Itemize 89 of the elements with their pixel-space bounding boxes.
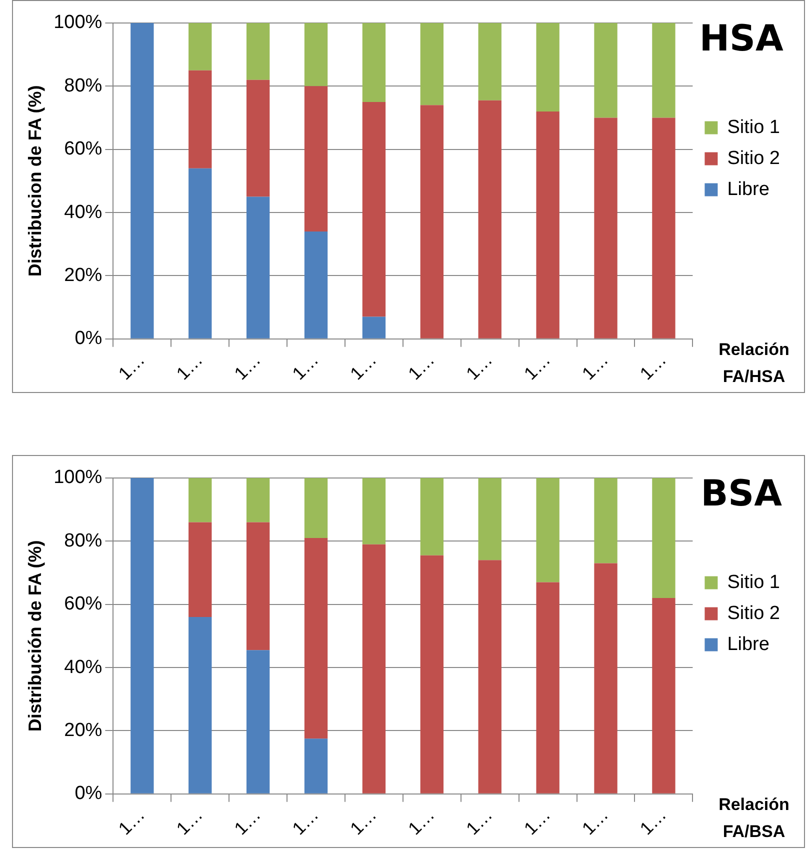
y-tick-label: 100% [54,467,102,488]
legend-label: Sitio 2 [727,602,780,624]
x-tick-label: 1… [288,804,322,839]
bar [304,538,328,739]
bar [188,478,212,522]
bar [420,555,444,794]
legend-label: Sitio 1 [727,572,780,593]
y-tick-label: 100% [54,12,102,34]
bar [188,23,212,70]
legend-title: BSA [700,473,782,514]
x-tick-label: 1… [404,804,438,839]
x-tick-label: 1… [462,804,496,839]
bar [420,105,444,338]
x-tick-label: 1… [636,350,670,384]
bar [478,560,502,794]
bar [536,23,560,112]
x-tick-label: 1… [230,350,264,384]
legend-label: Libre [727,178,770,200]
bar [246,650,270,794]
bar [420,23,444,106]
x-tick-label: 1… [114,350,149,384]
bar [246,522,270,650]
x-tick-label: 1… [636,804,670,839]
bar [246,23,270,80]
bar [304,86,328,232]
bar [594,23,618,118]
x-tick-label: 1… [114,804,149,839]
bar [130,478,154,794]
y-tick-label: 0% [74,328,102,350]
y-tick-label: 20% [64,720,102,741]
bar [304,478,328,538]
bar [246,478,270,522]
bar [304,23,328,86]
bar [536,478,560,582]
bar [188,70,212,168]
x-tick-label: 1… [462,350,496,384]
y-tick-label: 20% [64,264,102,286]
legend-label: Libre [727,634,770,655]
y-tick-label: 60% [64,138,102,160]
y-tick-label: 40% [64,656,102,678]
bar [362,316,386,338]
y-tick-label: 60% [64,594,102,615]
bar [188,522,212,618]
bar [304,232,328,338]
bar [420,478,444,556]
x-tick-label: 1… [578,804,612,839]
y-tick-label: 0% [74,783,102,804]
x-tick-label: 1… [172,804,206,839]
bar [362,102,386,317]
x-axis-title: Relación FA/BSA [718,794,790,843]
legend-label: Sitio 1 [727,116,780,138]
x-tick-label: 1… [230,804,264,839]
legend-label: Sitio 2 [727,148,780,169]
bar [362,478,386,544]
bar [536,111,560,338]
legend-title: HSA [699,18,784,60]
x-tick-label: 1… [520,350,554,384]
bar [304,738,328,794]
bar [478,478,502,560]
bar [362,544,386,794]
bar [130,23,154,338]
x-tick-label: 1… [346,804,380,839]
y-tick-label: 80% [64,75,102,96]
x-tick-label: 1… [520,804,554,839]
x-tick-label: 1… [346,350,380,384]
bar [188,617,212,794]
bar [536,582,560,794]
y-tick-label: 80% [64,530,102,552]
bar [362,23,386,102]
bar [478,23,502,100]
bar [188,168,212,338]
bar [246,196,270,338]
bar [594,563,618,794]
bar [652,598,676,794]
x-axis-title: Relación FA/HSA [718,339,790,388]
bar [652,23,676,118]
bar [594,478,618,564]
y-axis-title: Distribución de FA (%) [24,540,45,732]
x-tick-label: 1… [578,350,612,384]
bar [652,118,676,338]
y-tick-label: 40% [64,202,102,223]
bar [594,118,618,338]
bar [652,478,676,598]
bar [478,100,502,338]
x-tick-label: 1… [288,350,322,384]
x-tick-label: 1… [404,350,438,384]
y-axis-title: Distribucion de FA (%) [24,85,45,277]
bar [246,80,270,197]
x-tick-label: 1… [172,350,206,384]
